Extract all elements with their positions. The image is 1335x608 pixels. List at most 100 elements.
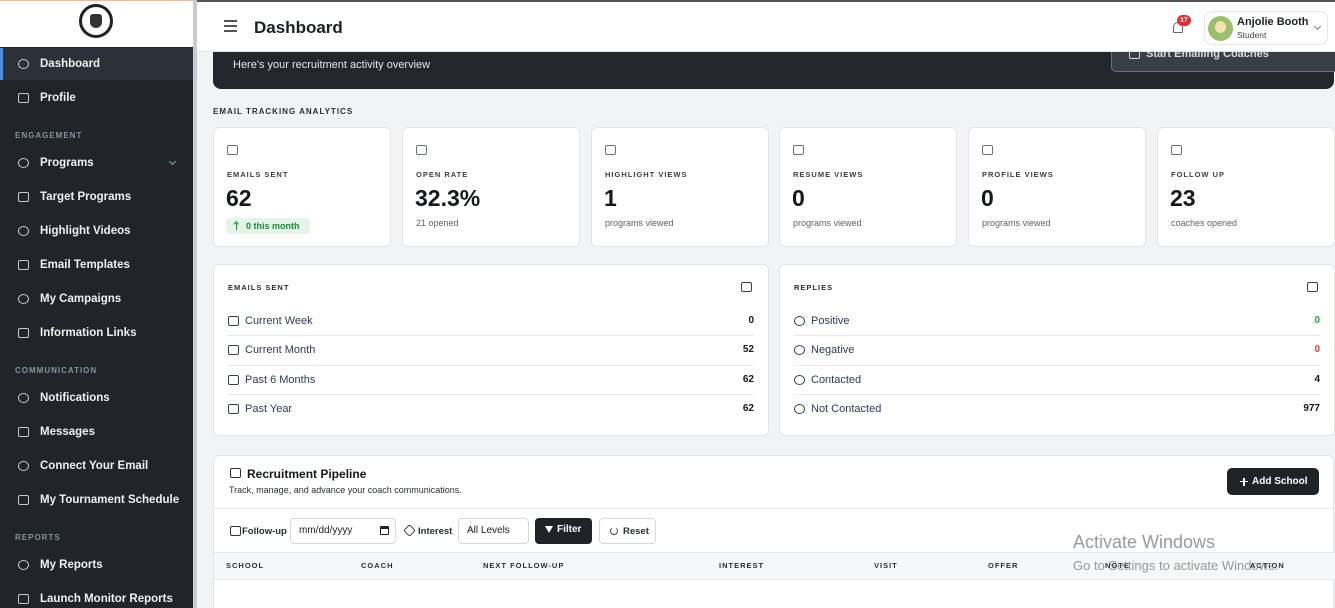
icon <box>794 345 805 355</box>
icon <box>18 495 29 505</box>
chevron <box>168 157 177 166</box>
menu-bar[interactable] <box>224 25 237 27</box>
nav-label: Dashboard <box>40 58 101 70</box>
icon <box>230 468 241 478</box>
nav-label: Information Links <box>40 327 137 339</box>
nav-item[interactable]: Target Programs <box>0 181 193 213</box>
icon <box>228 345 239 355</box>
icon <box>18 328 29 338</box>
panel-title: EMAILS SENT <box>228 283 290 292</box>
arrow-head <box>233 221 240 227</box>
nav-item[interactable]: Highlight Videos <box>0 215 193 247</box>
nav-item[interactable]: My Tournament Schedule <box>0 484 193 516</box>
watermark-title: Activate Windows <box>1073 531 1216 552</box>
stat-label: FOLLOW UP <box>1171 170 1225 179</box>
nav-label: Email Templates <box>40 259 130 271</box>
stat-label: OPEN RATE <box>416 170 469 179</box>
nav-label: Launch Monitor Reports <box>40 593 173 605</box>
icon <box>228 316 239 326</box>
column-header: NEXT FOLLOW-UP <box>483 561 565 570</box>
add-button[interactable]: Add School <box>1227 468 1319 495</box>
menu-bar[interactable] <box>224 30 237 32</box>
stat-value: 62 <box>226 184 252 211</box>
plus-v <box>1243 477 1245 486</box>
row-label: Past 6 Months <box>245 374 316 386</box>
row-value: 4 <box>1314 374 1320 385</box>
avatar <box>1208 16 1233 41</box>
stat-note: programs viewed <box>793 218 862 228</box>
icon <box>230 526 241 536</box>
icon <box>18 93 29 103</box>
notification-badge: 17 <box>1177 14 1191 26</box>
row-label: Positive <box>811 315 850 327</box>
stat-note: 21 opened <box>416 218 459 228</box>
logo-emblem <box>90 14 102 28</box>
icon <box>794 404 805 414</box>
stat-card: EMAILS SENT 62 0 this month <box>213 127 391 247</box>
nav-label: Profile <box>40 92 76 104</box>
date-input[interactable]: mm/dd/yyyy <box>290 518 396 544</box>
banner-subtitle: Here's your recruitment activity overvie… <box>233 59 431 71</box>
column-header: VISIT <box>874 561 898 570</box>
nav-label: Connect Your Email <box>40 460 149 472</box>
nav-item[interactable]: Information Links <box>0 317 193 349</box>
icon <box>982 145 993 155</box>
stat-value: 0 <box>792 184 805 211</box>
icon <box>605 145 616 155</box>
page-title: Dashboard <box>254 17 343 37</box>
stat-label: EMAILS SENT <box>227 170 289 179</box>
row-label: Negative <box>811 344 855 356</box>
nav-item[interactable]: My Reports <box>0 549 193 581</box>
stat-card: HIGHLIGHT VIEWS 1 programs viewed <box>591 127 769 247</box>
icon <box>228 375 239 385</box>
stat-note: coaches opened <box>1171 218 1238 228</box>
nav-item[interactable]: Launch Monitor Reports <box>0 583 193 608</box>
row-value: 977 <box>1303 403 1320 414</box>
nav-item[interactable]: Connect Your Email <box>0 450 193 482</box>
scrollbar <box>193 0 197 608</box>
nav-item[interactable]: My Campaigns <box>0 283 193 315</box>
icon <box>793 145 804 155</box>
column-header: COACH <box>361 561 394 570</box>
nav-label: Target Programs <box>40 191 132 203</box>
row-divider <box>794 335 1320 336</box>
icon <box>18 158 29 168</box>
stat-badge-label: 0 this month <box>246 221 300 231</box>
stat-card: RESUME VIEWS 0 programs viewed <box>779 127 957 247</box>
row-label: Past Year <box>245 403 293 415</box>
main: Here's your recruitment activity overvie… <box>197 0 1335 608</box>
nav-item[interactable]: Notifications <box>0 382 193 414</box>
nav-item[interactable]: Messages <box>0 416 193 448</box>
pipeline-subtitle: Track, manage, and advance your coach co… <box>229 485 462 495</box>
row-label: Current Week <box>245 315 313 327</box>
nav-item[interactable]: Email Templates <box>0 249 193 281</box>
nav-label: Notifications <box>40 392 110 404</box>
column-header: OFFER <box>988 561 1019 570</box>
reset-button-label: Reset <box>623 525 649 537</box>
icon <box>18 560 29 570</box>
nav-item[interactable]: Programs <box>0 147 193 179</box>
calendar-icon <box>380 526 389 535</box>
reset-button[interactable]: Reset <box>599 518 656 544</box>
menu-bar[interactable] <box>224 20 237 22</box>
stat-card: FOLLOW UP 23 coaches opened <box>1157 127 1335 247</box>
stat-value: 1 <box>604 184 617 211</box>
stat-card: OPEN RATE 32.3% 21 opened <box>402 127 580 247</box>
chevron <box>1313 22 1322 31</box>
user-role: Student <box>1237 30 1267 40</box>
stat-value: 23 <box>1170 184 1196 211</box>
nav-item[interactable]: Profile <box>0 82 193 114</box>
avatar-face <box>1215 21 1226 33</box>
stat-badge: 0 this month <box>226 218 310 234</box>
pipeline-title: Recruitment Pipeline <box>247 466 367 481</box>
filter-button[interactable]: Filter <box>535 518 592 544</box>
nav-heading: REPORTS <box>15 532 61 542</box>
icon <box>794 375 805 385</box>
user-menu[interactable]: Anjolie Booth Student <box>1204 11 1328 45</box>
nav-item[interactable]: Dashboard <box>0 48 193 80</box>
watermark-text: Go to Settings to activate Windows. <box>1073 557 1279 573</box>
level-select[interactable]: All Levels <box>458 518 529 544</box>
icon <box>227 145 238 155</box>
table-header: SCHOOL COACH NEXT FOLLOW-UP INTEREST VISIT OF… <box>214 552 1335 580</box>
